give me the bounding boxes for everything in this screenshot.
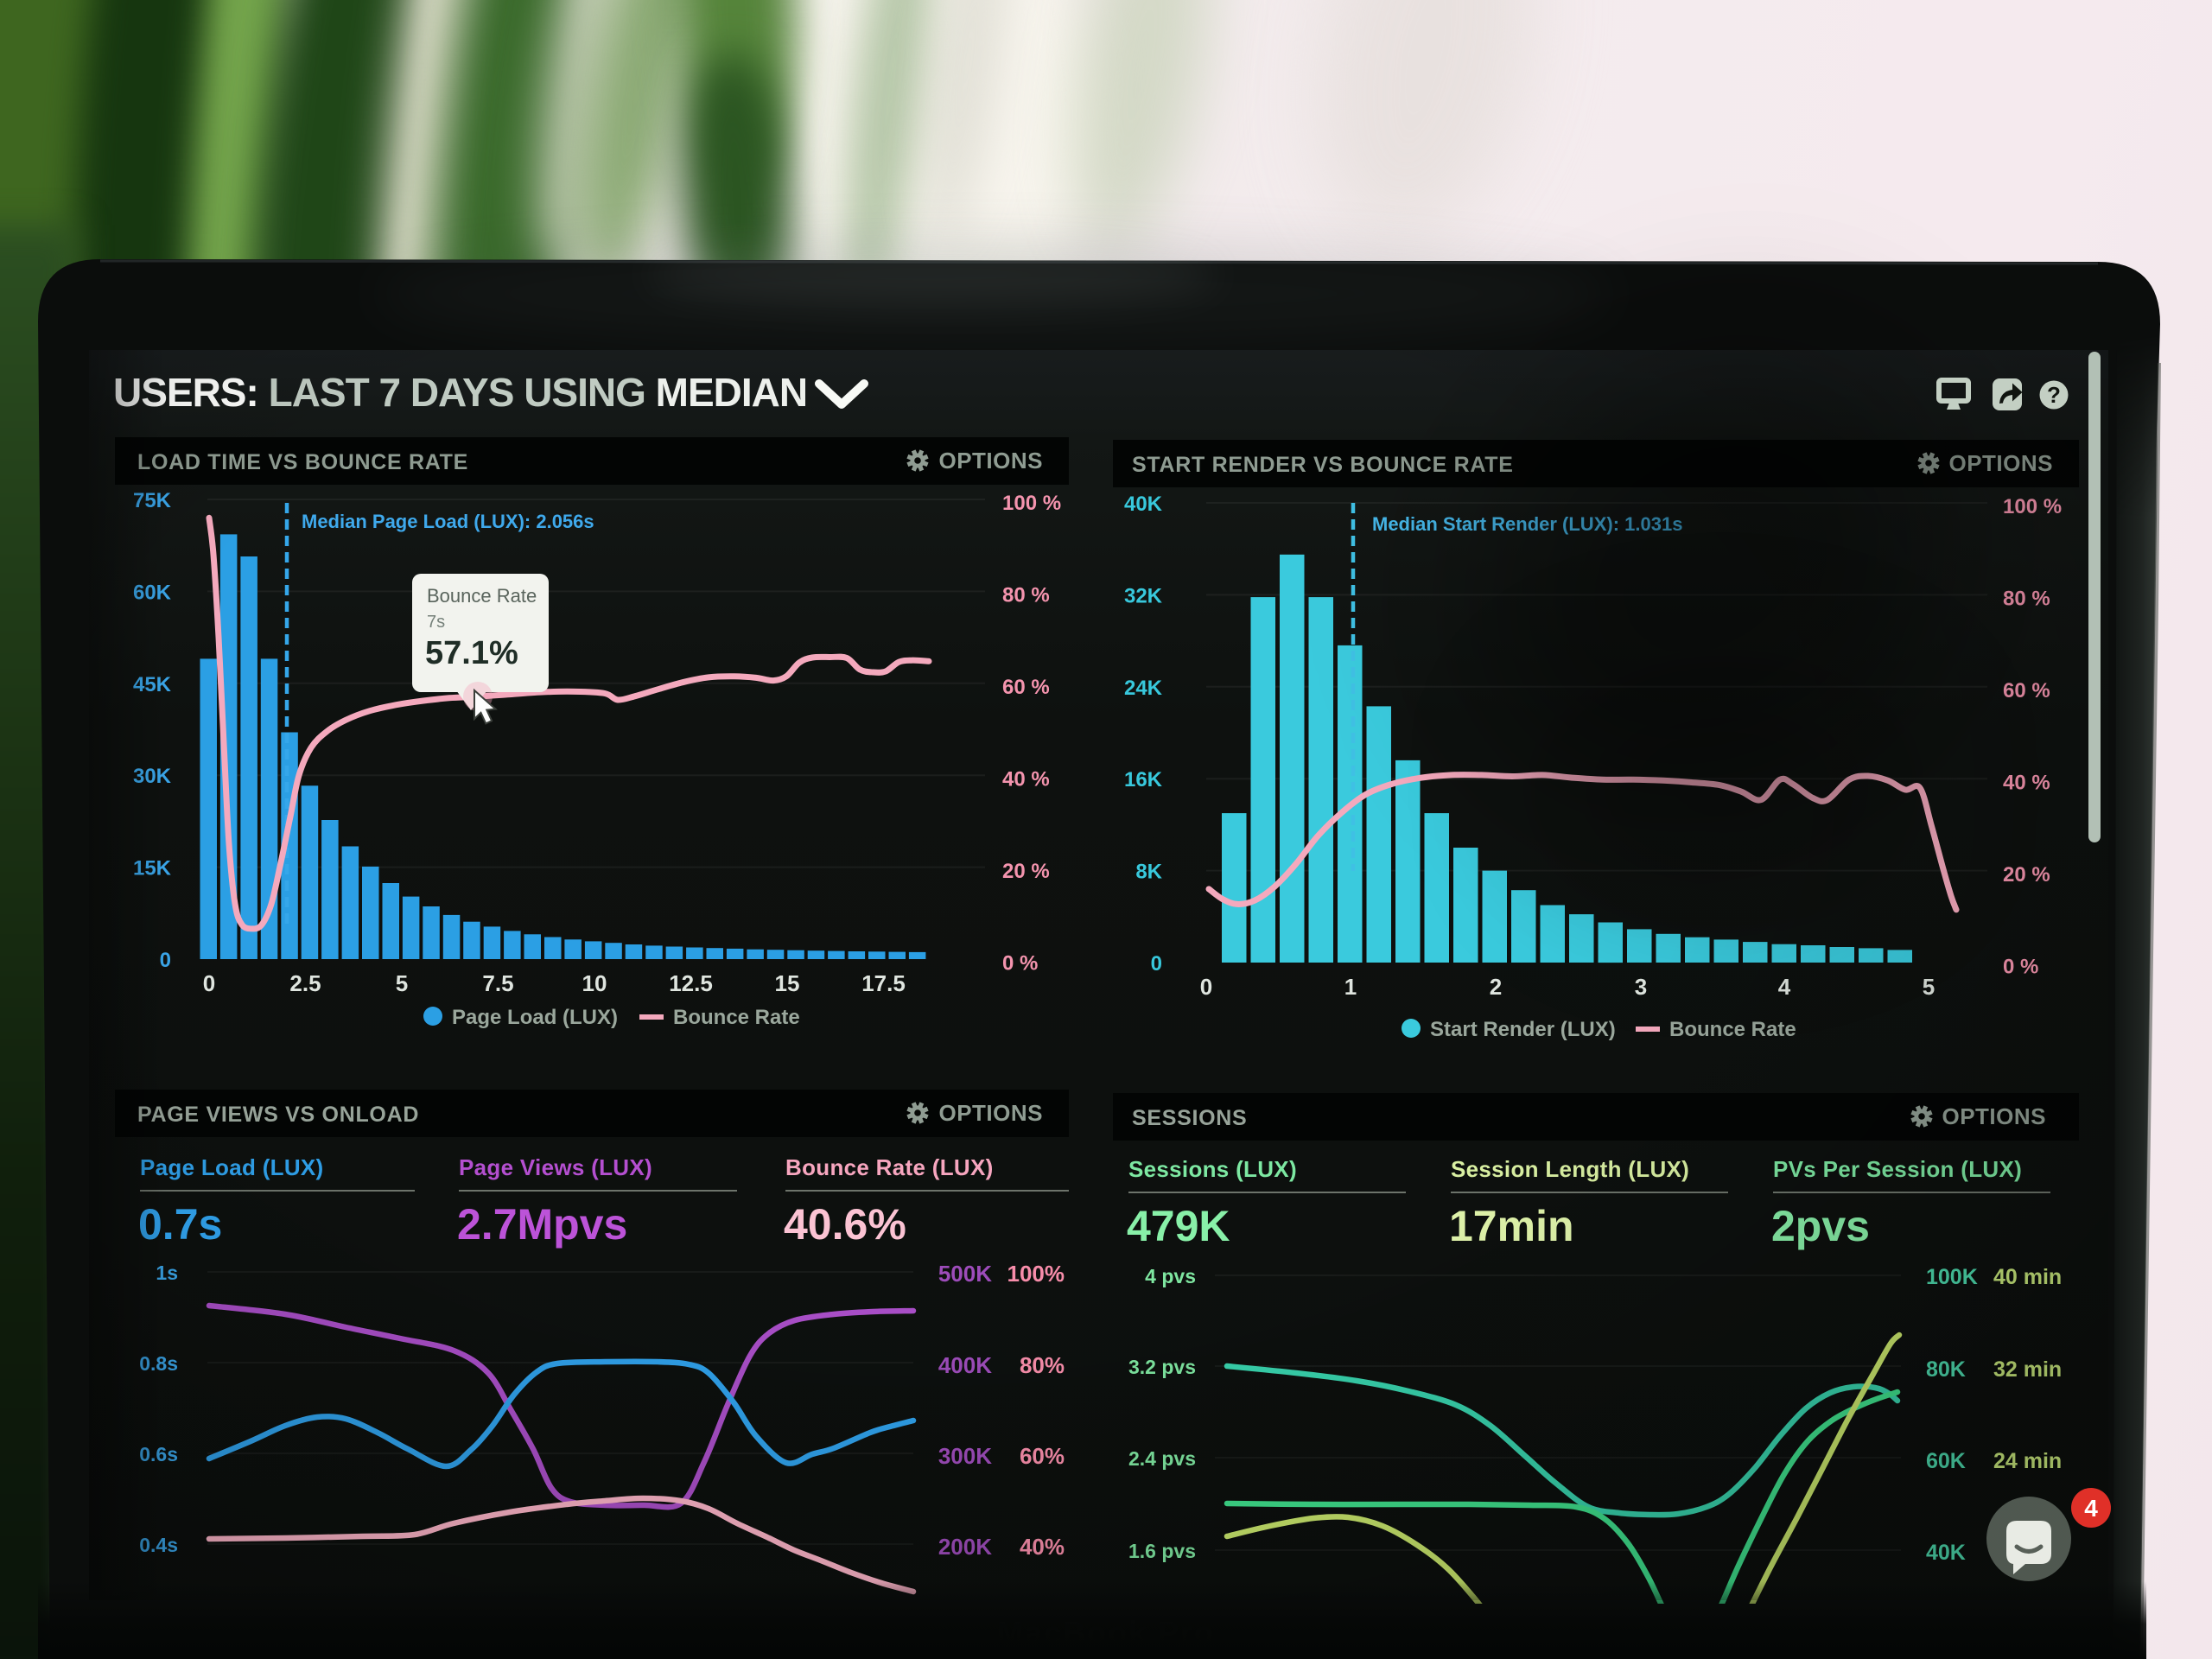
svg-text:Bounce Rate (LUX): Bounce Rate (LUX) (785, 1154, 994, 1180)
svg-text:0: 0 (1151, 952, 1162, 976)
svg-text:100K: 100K (1926, 1265, 1978, 1289)
svg-text:START RENDER VS BOUNCE RATE: START RENDER VS BOUNCE RATE (1132, 453, 1514, 477)
svg-text:0.7s: 0.7s (138, 1200, 222, 1249)
svg-text:100%: 100% (1007, 1261, 1065, 1287)
svg-text:16K: 16K (1124, 768, 1163, 791)
svg-text:75K: 75K (133, 489, 172, 512)
svg-text:OPTIONS: OPTIONS (1942, 1103, 2046, 1129)
svg-text:20 %: 20 % (1002, 860, 1050, 883)
svg-text:3: 3 (1635, 974, 1647, 1000)
svg-text:PAGE VIEWS VS ONLOAD: PAGE VIEWS VS ONLOAD (137, 1103, 419, 1127)
svg-text:2.5: 2.5 (289, 970, 321, 996)
svg-text:3.2 pvs: 3.2 pvs (1128, 1356, 1196, 1378)
svg-text:OPTIONS: OPTIONS (1948, 450, 2053, 476)
svg-text:7.5: 7.5 (482, 970, 513, 996)
svg-text:30K: 30K (133, 765, 172, 788)
svg-text:Session Length (LUX): Session Length (LUX) (1451, 1156, 1689, 1182)
svg-text:200K: 200K (938, 1534, 992, 1560)
svg-text:32 min: 32 min (1993, 1357, 2062, 1382)
svg-text:45K: 45K (133, 673, 172, 696)
svg-text:500K: 500K (938, 1261, 992, 1287)
svg-text:0: 0 (160, 949, 171, 972)
svg-text:5: 5 (396, 970, 408, 996)
svg-text:0.6s: 0.6s (139, 1443, 178, 1465)
svg-text:80 %: 80 % (2003, 588, 2050, 611)
svg-text:40 %: 40 % (2003, 772, 2050, 795)
svg-text:7s: 7s (427, 613, 445, 632)
svg-text:15K: 15K (133, 857, 172, 880)
svg-text:5: 5 (1923, 974, 1935, 1000)
svg-text:0 %: 0 % (1002, 952, 1038, 976)
svg-text:24K: 24K (1124, 677, 1163, 700)
svg-text:60 %: 60 % (2003, 679, 2050, 702)
svg-text:Median Start Render (LUX): 1.0: Median Start Render (LUX): 1.031s (1372, 513, 1682, 535)
svg-text:60K: 60K (1926, 1449, 1966, 1473)
svg-text:2: 2 (1490, 974, 1502, 1000)
svg-text:479K: 479K (1127, 1202, 1230, 1250)
svg-text:2pvs: 2pvs (1771, 1202, 1870, 1250)
svg-text:60 %: 60 % (1002, 676, 1050, 699)
svg-text:2.4 pvs: 2.4 pvs (1128, 1447, 1196, 1470)
svg-text:12.5: 12.5 (669, 970, 713, 996)
svg-text:Bounce Rate: Bounce Rate (427, 585, 537, 607)
svg-text:4: 4 (2084, 1495, 2098, 1522)
svg-text:4: 4 (1778, 974, 1791, 1000)
svg-text:Bounce Rate: Bounce Rate (673, 1006, 800, 1029)
svg-text:80%: 80% (1020, 1352, 1065, 1378)
svg-text:80K: 80K (1926, 1357, 1966, 1382)
svg-text:Start Render (LUX): Start Render (LUX) (1430, 1018, 1616, 1041)
svg-text:10: 10 (582, 970, 607, 996)
svg-text:80 %: 80 % (1002, 584, 1050, 607)
svg-text:8K: 8K (1135, 861, 1162, 884)
svg-text:100 %: 100 % (2003, 495, 2062, 518)
svg-text:20 %: 20 % (2003, 863, 2050, 887)
svg-text:24 min: 24 min (1993, 1449, 2062, 1473)
svg-text:0: 0 (203, 970, 215, 996)
svg-text:60%: 60% (1020, 1443, 1065, 1469)
svg-text:57.1%: 57.1% (425, 635, 518, 671)
svg-text:?: ? (2047, 382, 2061, 408)
svg-text:40%: 40% (1020, 1534, 1065, 1560)
svg-text:40K: 40K (1926, 1541, 1966, 1565)
svg-text:1: 1 (1344, 974, 1357, 1000)
svg-text:300K: 300K (938, 1443, 992, 1469)
svg-text:17.5: 17.5 (861, 970, 906, 996)
svg-text:40 min: 40 min (1993, 1265, 2062, 1289)
svg-text:OPTIONS: OPTIONS (938, 448, 1043, 474)
svg-text:USERS: LAST 7 DAYS USING MEDIA: USERS: LAST 7 DAYS USING MEDIAN (113, 370, 807, 415)
svg-text:4 pvs: 4 pvs (1145, 1265, 1196, 1287)
svg-text:32K: 32K (1124, 584, 1163, 607)
svg-text:400K: 400K (938, 1352, 992, 1378)
svg-text:0 %: 0 % (2003, 956, 2038, 979)
svg-text:1.6 pvs: 1.6 pvs (1128, 1540, 1196, 1562)
svg-text:LOAD TIME VS BOUNCE RATE: LOAD TIME VS BOUNCE RATE (137, 450, 468, 474)
svg-text:1s: 1s (156, 1262, 178, 1284)
svg-text:40 %: 40 % (1002, 768, 1050, 791)
svg-text:Bounce Rate: Bounce Rate (1669, 1018, 1796, 1041)
svg-text:40K: 40K (1124, 493, 1163, 516)
svg-text:Page Load (LUX): Page Load (LUX) (140, 1154, 324, 1180)
svg-text:Page Views (LUX): Page Views (LUX) (459, 1154, 652, 1180)
svg-text:17min: 17min (1449, 1202, 1574, 1250)
svg-text:60K: 60K (133, 581, 172, 604)
svg-text:100 %: 100 % (1002, 492, 1061, 515)
svg-text:Median Page Load (LUX): 2.056s: Median Page Load (LUX): 2.056s (302, 511, 594, 532)
svg-text:SESSIONS: SESSIONS (1132, 1106, 1247, 1130)
svg-text:2.7Mpvs: 2.7Mpvs (457, 1200, 627, 1249)
svg-text:0: 0 (1200, 974, 1212, 1000)
svg-text:0.4s: 0.4s (139, 1534, 178, 1556)
svg-text:0.8s: 0.8s (139, 1352, 178, 1375)
svg-text:PVs Per Session (LUX): PVs Per Session (LUX) (1773, 1156, 2022, 1182)
svg-text:Sessions (LUX): Sessions (LUX) (1128, 1156, 1297, 1182)
svg-text:15: 15 (775, 970, 800, 996)
svg-text:40.6%: 40.6% (784, 1200, 906, 1249)
svg-text:Page Load (LUX): Page Load (LUX) (452, 1006, 618, 1029)
svg-text:OPTIONS: OPTIONS (938, 1100, 1043, 1126)
